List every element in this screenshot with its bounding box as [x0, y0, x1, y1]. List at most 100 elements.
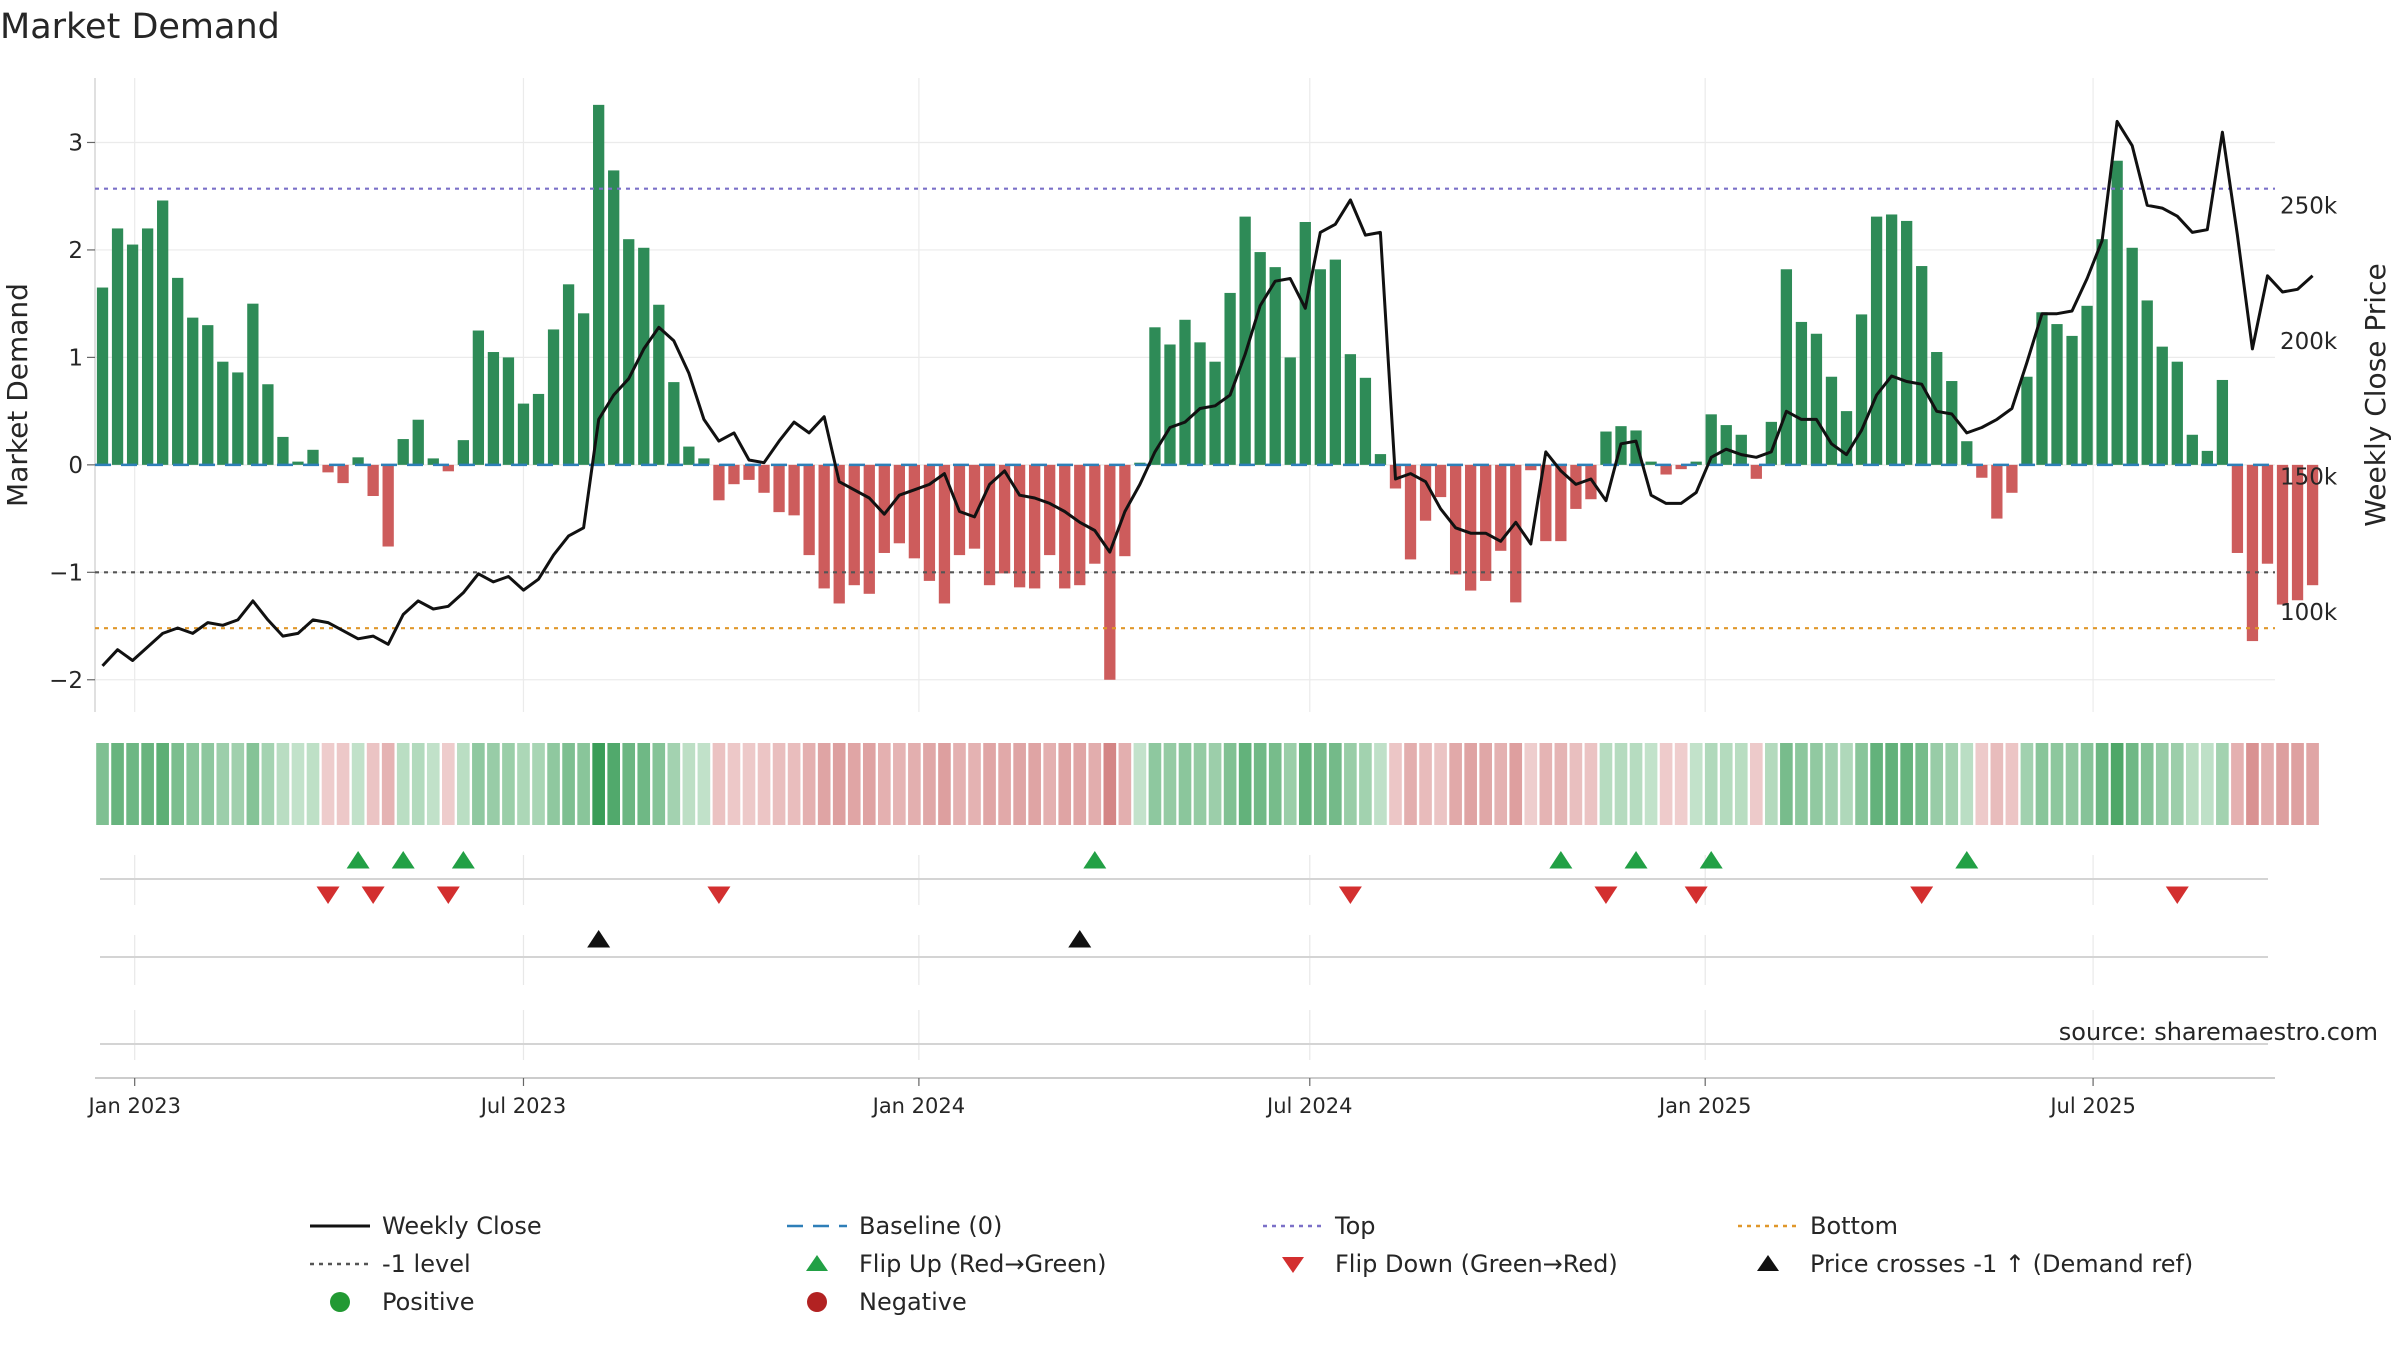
heat-strip-cell [1870, 743, 1883, 825]
heat-strip-cell [126, 743, 139, 825]
heat-strip-cell [1885, 743, 1898, 825]
demand-bar-positive [2141, 300, 2153, 465]
heat-strip-cell [742, 743, 756, 825]
heat-strip-cell [547, 743, 560, 825]
demand-bar-positive [1630, 430, 1642, 465]
heat-strip-cell [2125, 743, 2139, 825]
heat-strip-cell [1148, 743, 1162, 825]
heat-strip-cell [396, 743, 410, 825]
demand-bar-negative [893, 464, 905, 544]
heat-strip-cell [156, 743, 169, 825]
heat-strip-cell [817, 743, 831, 825]
heat-strip-cell [2050, 743, 2064, 825]
right-tick-label: 200k [2280, 329, 2338, 355]
demand-bar-positive [1840, 411, 1853, 465]
legend-item: Price crosses -1 ↑ (Demand ref) [1757, 1250, 2193, 1278]
demand-bar-negative [818, 464, 830, 589]
demand-bar-positive [1855, 314, 1868, 465]
demand-bar-negative [1419, 464, 1432, 521]
demand-bar-positive [1299, 221, 1311, 465]
flip-down-marker [361, 886, 385, 904]
heat-strip-cell [1103, 743, 1117, 825]
demand-bar-positive [157, 200, 169, 465]
demand-bar-negative [743, 464, 755, 480]
legend-up-triangle-icon [1757, 1255, 1779, 1271]
demand-bar-negative [2306, 464, 2319, 586]
heat-strip-cell [411, 743, 425, 825]
demand-bar-positive [111, 228, 124, 465]
heat-strip-cell [1028, 743, 1041, 825]
legend-label: Positive [382, 1288, 475, 1316]
heat-strip-cell [502, 743, 515, 825]
heat-strip-cell [592, 743, 605, 825]
demand-bar-positive [126, 244, 139, 465]
demand-bar-negative [1675, 464, 1687, 470]
demand-bar-positive [517, 403, 530, 465]
demand-bar-positive [2021, 376, 2033, 465]
heat-strip-cell [622, 743, 636, 825]
demand-bar-positive [1314, 269, 1326, 465]
heat-strip-cell [1509, 743, 1523, 825]
legend-label: Top [1334, 1212, 1376, 1240]
heat-strip-cell [1855, 743, 1868, 825]
heat-strip-cell [1765, 743, 1778, 825]
heat-strip-cell [1464, 743, 1477, 825]
heat-strip-cell [1298, 743, 1312, 825]
demand-bar-positive [1164, 344, 1176, 465]
heat-strip-cell [426, 743, 440, 825]
heat-strip-cell [1599, 743, 1613, 825]
heat-strip-cell [1990, 743, 2004, 825]
heat-strip-cell [1434, 743, 1447, 825]
heat-strip-cell [1479, 743, 1493, 825]
heat-strip-cell [1073, 743, 1087, 825]
flip-down-marker [1910, 886, 1934, 904]
demand-bar-positive [1344, 354, 1357, 465]
demand-bar-negative [998, 464, 1011, 574]
demand-bar-positive [172, 277, 184, 465]
demand-bar-positive [1705, 414, 1717, 465]
demand-bar-positive [1359, 377, 1372, 465]
demand-bar-negative [1404, 464, 1417, 560]
legend-item: Weekly Close [310, 1212, 542, 1240]
heat-strip-cell [1810, 743, 1823, 825]
demand-bar-negative [758, 464, 770, 493]
legend-label: Baseline (0) [859, 1212, 1002, 1240]
flip-up-marker [1083, 851, 1107, 869]
left-tick-label: −1 [49, 560, 83, 586]
demand-bar-positive [2156, 346, 2168, 465]
heat-strip-cell [2155, 743, 2169, 825]
heat-strip-cell [1900, 743, 1913, 825]
demand-bar-negative [848, 464, 860, 586]
demand-bar-positive [1254, 252, 1266, 465]
heat-strip-cell [1554, 743, 1568, 825]
y-axis-right-title: Weekly Close Price [2359, 263, 2392, 526]
demand-bar-negative [728, 464, 740, 485]
demand-bar-negative [2276, 464, 2289, 605]
demand-bar-positive [2126, 247, 2138, 465]
heat-strip-cell [983, 743, 996, 825]
demand-bar-negative [1540, 464, 1552, 542]
flip-up-marker [391, 851, 415, 869]
heat-strip-cell [1404, 743, 1417, 825]
demand-bar-negative [1991, 464, 2003, 519]
right-tick-label: 150k [2280, 464, 2338, 490]
heat-strip-cell [517, 743, 530, 825]
demand-bar-negative [1585, 464, 1597, 500]
heat-strip-cell [697, 743, 711, 825]
demand-bar-positive [562, 284, 575, 465]
demand-bar-negative [1976, 464, 1988, 478]
demand-bar-positive [2171, 361, 2183, 465]
heat-strip-cell [1253, 743, 1267, 825]
heat-strip-cell [682, 743, 696, 825]
demand-bar-negative [1525, 464, 1537, 471]
demand-bar-positive [1600, 431, 1612, 465]
demand-bar-positive [683, 446, 695, 465]
heat-strip-cell [276, 743, 290, 825]
heat-strip-cell [1719, 743, 1733, 825]
heat-strip-cell [351, 743, 365, 825]
demand-bar-positive [1149, 327, 1161, 465]
heat-strip-cell [938, 743, 951, 825]
heat-strip-cell [757, 743, 771, 825]
demand-bar-positive [1690, 461, 1702, 465]
heat-strip-cell [1584, 743, 1598, 825]
